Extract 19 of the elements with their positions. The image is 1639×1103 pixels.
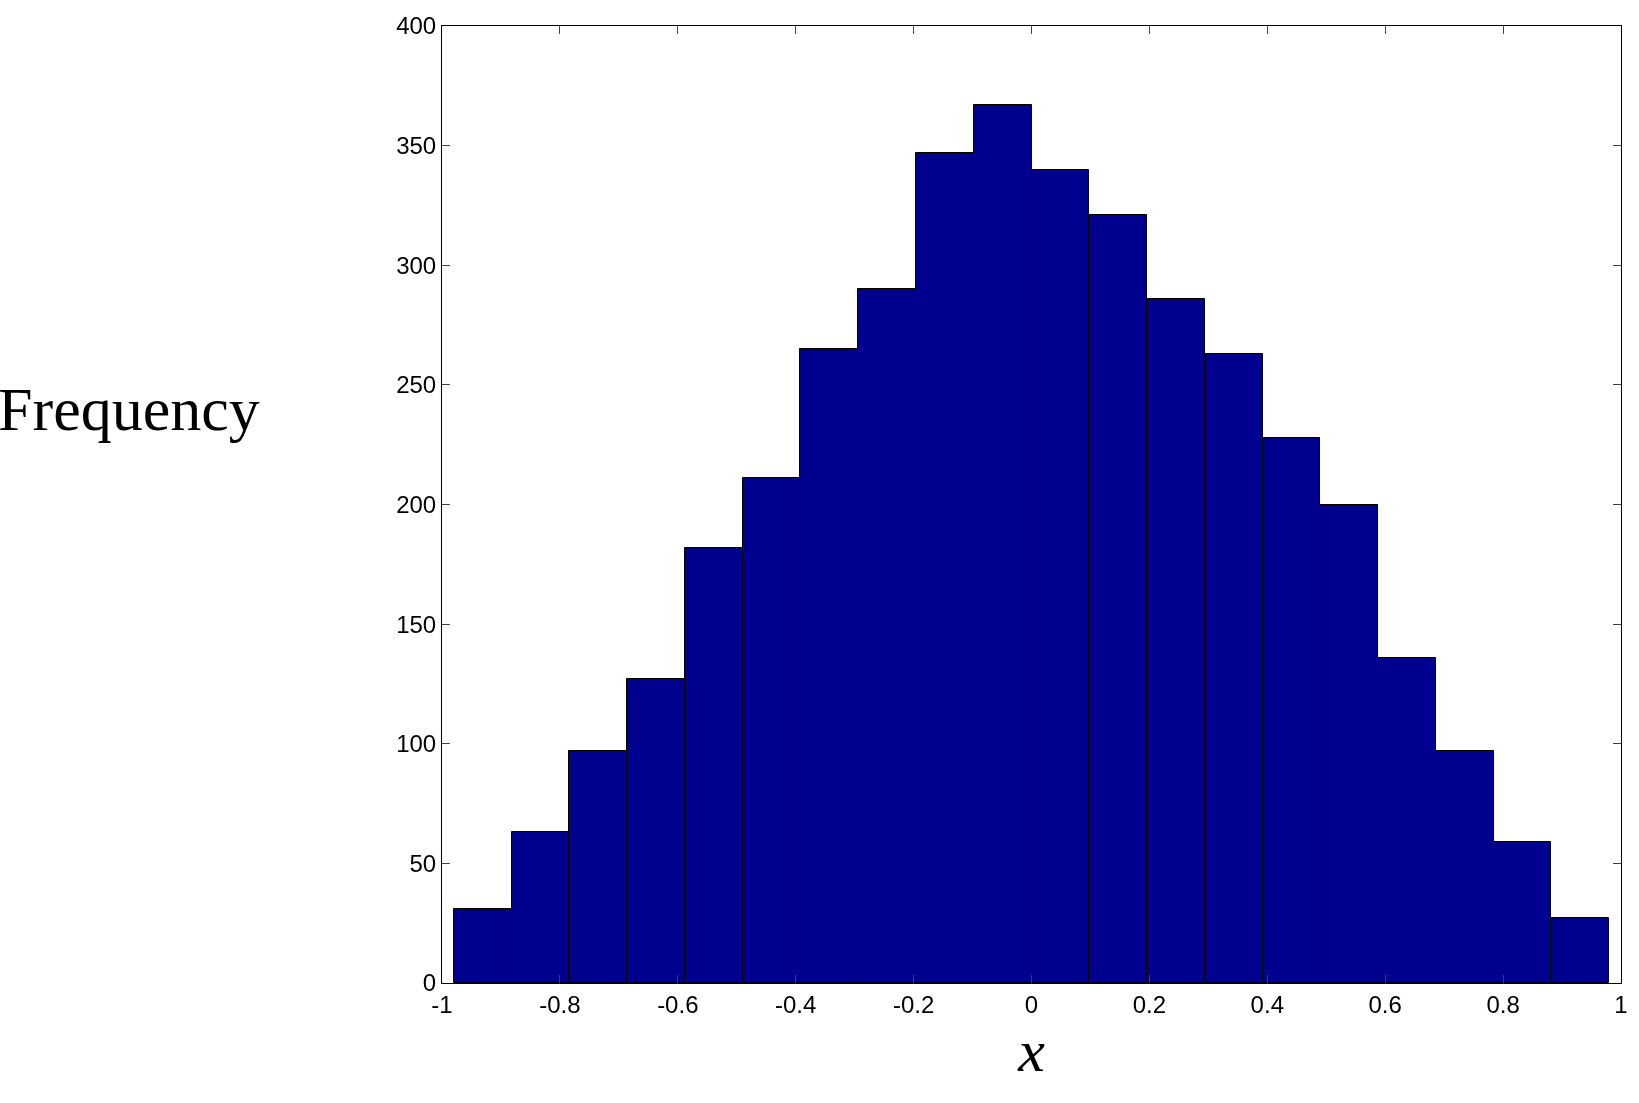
x-tick-label: -0.2 bbox=[892, 990, 935, 1018]
x-tick-label: 0.4 bbox=[1250, 990, 1284, 1018]
x-tick-label: 0.8 bbox=[1486, 990, 1520, 1018]
y-tick-label: 250 bbox=[396, 371, 437, 399]
y-tick-label: 400 bbox=[396, 12, 437, 40]
y-tick-label: 350 bbox=[396, 132, 437, 160]
x-tick-label: -0.4 bbox=[775, 990, 817, 1018]
x-tick-label: 1 bbox=[1614, 990, 1628, 1018]
x-tick-label: 0.2 bbox=[1132, 990, 1167, 1018]
x-tick-label: -0.6 bbox=[657, 990, 699, 1018]
x-axis-title: x bbox=[1017, 1017, 1046, 1084]
x-tick-label: -0.8 bbox=[539, 990, 581, 1018]
y-tick-label: 200 bbox=[396, 490, 437, 518]
y-tick-label: 50 bbox=[409, 849, 437, 877]
y-tick-label: 100 bbox=[396, 730, 437, 758]
x-tick-label: 0 bbox=[1024, 990, 1039, 1018]
x-tick-label: 0.6 bbox=[1368, 990, 1402, 1018]
y-tick-label: 300 bbox=[396, 251, 437, 279]
y-tick-label: 150 bbox=[396, 610, 437, 638]
